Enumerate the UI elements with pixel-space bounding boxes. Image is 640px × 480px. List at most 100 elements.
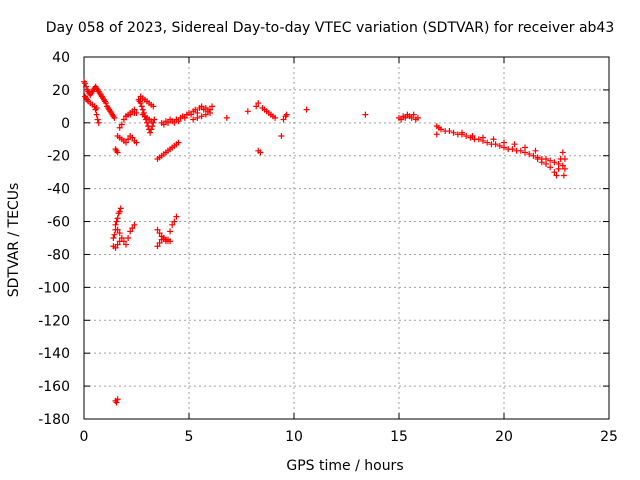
y-axis-label: SDTVAR / TECUs [6,183,22,298]
data-point [154,243,161,250]
data-point [560,172,567,179]
x-tick-label: 0 [80,429,89,445]
data-point [125,136,132,143]
data-point [492,141,499,148]
data-point [551,169,558,176]
data-point [490,136,497,143]
data-point [167,228,174,235]
data-point [496,142,503,149]
y-tick-label: -20 [47,149,70,165]
y-tick-labels: 40 20 0 -20 -40 -60 -80 -100 -120 -140 -160 -180 [38,50,70,428]
data-point [114,396,121,403]
data-point [82,80,89,87]
data-point [517,147,524,154]
data-point [559,149,566,156]
data-point [480,134,486,141]
data-point [123,113,129,120]
x-tick-label: 20 [495,429,513,445]
data-point [543,160,549,167]
data-point [450,129,457,136]
y-tick-label: -60 [47,215,70,231]
data-point [112,221,119,228]
data-point [561,165,568,172]
data-point [116,124,123,131]
data-point [114,241,121,248]
data-point [149,123,156,130]
data-point [131,221,138,228]
y-tick-label: -100 [38,280,70,296]
data-point [173,213,180,220]
y-tick-label: 20 [52,83,70,99]
x-tick-label: 5 [185,429,194,445]
data-point [547,164,554,171]
data-point [555,165,562,172]
data-point [148,118,155,125]
data-point [538,159,545,166]
data-point [398,116,405,123]
y-tick-label: -80 [47,247,70,263]
data-point [95,119,102,126]
data-point [171,218,178,225]
data-point [202,111,209,118]
data-point [522,144,528,151]
data-point [114,226,121,233]
x-tick-labels: 0 5 10 15 20 25 [80,429,618,445]
data-point [501,139,507,146]
data-point [93,111,100,118]
data-point [169,221,176,228]
data-points [81,78,568,406]
data-point [156,239,163,246]
data-point [410,111,417,118]
y-tick-label: -180 [38,412,70,428]
data-point [103,100,110,107]
data-point [280,116,287,123]
data-point [509,146,516,153]
data-point [83,83,90,90]
data-point [414,114,421,121]
data-point [257,149,264,156]
data-point [511,141,518,148]
data-point [156,230,163,237]
data-point [165,119,171,126]
data-point [92,106,99,113]
data-point [114,149,121,156]
chart-title: Day 058 of 2023, Sidereal Day-to-day VTE… [46,20,615,36]
data-point [559,162,566,169]
data-point [111,114,118,121]
data-point [209,103,216,110]
data-point [547,157,554,164]
data-point [446,128,453,135]
data-point [551,159,558,166]
x-axis-label: GPS time / hours [286,458,403,474]
x-tick-label: 10 [285,429,303,445]
data-point [120,116,127,123]
data-point [129,134,136,141]
data-point [110,235,117,241]
data-point [118,235,125,241]
data-point [530,152,537,159]
data-point [116,208,123,215]
data-point [433,131,440,138]
data-point [532,147,539,154]
data-point [303,106,310,113]
data-point [127,228,134,235]
data-point [113,399,120,406]
data-point [408,114,415,121]
data-point [484,139,491,146]
data-point [190,116,197,123]
data-point [438,126,444,133]
data-point [111,231,118,238]
data-point [553,172,560,179]
data-point [127,111,134,118]
y-tick-label: -140 [38,346,70,362]
data-point [118,121,125,128]
plot-frame [83,56,610,420]
data-point [171,119,178,126]
data-point [148,126,155,133]
data-point [131,109,138,116]
data-point [192,106,199,113]
data-point [278,132,285,139]
data-point [188,111,195,118]
